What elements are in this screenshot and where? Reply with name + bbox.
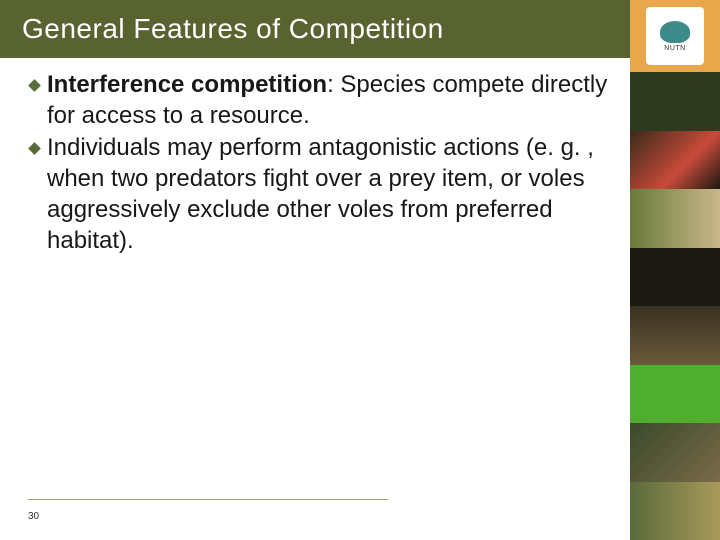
bullet-diamond-icon xyxy=(28,142,41,155)
bullet-item: Interference competition: Species compet… xyxy=(28,70,618,131)
strip-image-6 xyxy=(630,365,720,424)
bullet-text: Individuals may perform antagonistic act… xyxy=(47,133,618,256)
bullet-rest: Individuals may perform antagonistic act… xyxy=(47,134,594,253)
logo-bird-icon xyxy=(660,21,690,43)
bullet-bold-lead: Interference competition xyxy=(47,71,327,98)
logo-box: NUTN xyxy=(646,7,704,65)
title-bar: General Features of Competition xyxy=(0,0,630,58)
slide: General Features of Competition NUTN Int… xyxy=(0,0,720,540)
right-image-strip: NUTN xyxy=(630,0,720,540)
strip-image-5 xyxy=(630,306,720,365)
body-content: Interference competition: Species compet… xyxy=(28,70,618,258)
bullet-diamond-icon xyxy=(28,79,41,92)
strip-image-3 xyxy=(630,189,720,248)
strip-image-1 xyxy=(630,72,720,131)
bullet-text: Interference competition: Species compet… xyxy=(47,70,618,131)
strip-image-2 xyxy=(630,131,720,190)
strip-image-7 xyxy=(630,423,720,482)
strip-image-4 xyxy=(630,248,720,307)
slide-title: General Features of Competition xyxy=(22,13,444,45)
logo-text: NUTN xyxy=(664,45,685,52)
logo-cell: NUTN xyxy=(630,0,720,72)
strip-image-8 xyxy=(630,482,720,540)
page-number: 30 xyxy=(28,511,39,522)
bullet-item: Individuals may perform antagonistic act… xyxy=(28,133,618,256)
footer-divider xyxy=(28,499,388,500)
